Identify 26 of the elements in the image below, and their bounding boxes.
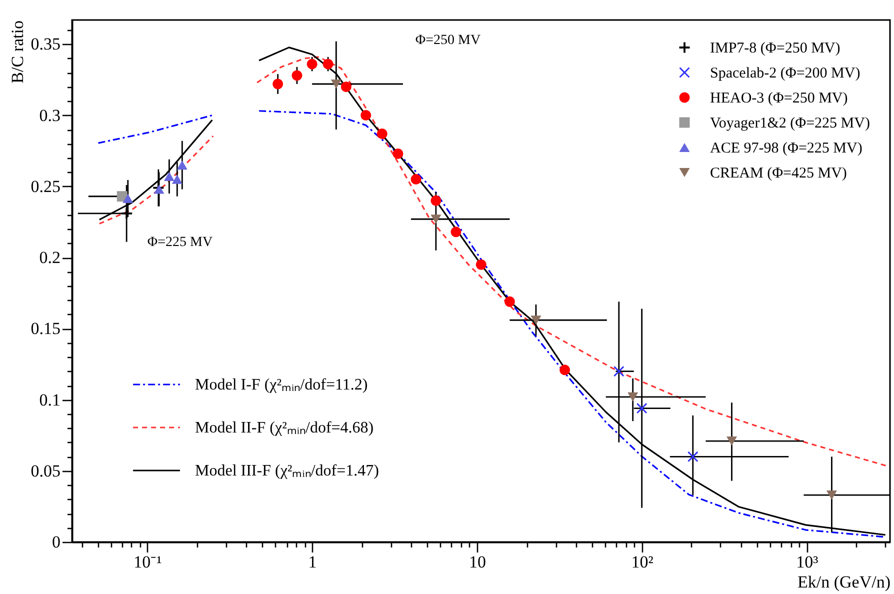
legend-label: Voyager1&2 (Φ=225 MV) <box>710 116 870 132</box>
y-tick-label: 0.05 <box>30 461 60 480</box>
y-tick-label: 0.25 <box>30 176 60 196</box>
legend-label: CREAM (Φ=425 MV) <box>710 166 847 182</box>
y-tick-label: 0.2 <box>39 248 60 268</box>
legend-label: ACE 97-98 (Φ=225 MV) <box>710 140 862 156</box>
x-tick-label: 1 <box>308 552 317 572</box>
y-tick-label: 0.35 <box>30 34 60 54</box>
x-tick-label: 10² <box>631 552 654 572</box>
x-axis-title: Ek/n (GeV/n) <box>797 572 890 592</box>
y-tick-label: 0.1 <box>39 390 60 410</box>
x-tick-label: 10³ <box>796 552 818 572</box>
y-tick-label: 0.3 <box>39 106 60 125</box>
y-axis-title: B/C ratio <box>8 20 27 84</box>
legend-label: Spacelab-2 (Φ=200 MV) <box>710 66 860 82</box>
annotation: Φ=250 MV <box>415 33 481 48</box>
x-tick-label: 10⁻¹ <box>134 552 162 572</box>
x-tick-label: 10 <box>468 552 486 572</box>
annotation: Φ=225 MV <box>147 235 213 250</box>
legend-label: HEAO-3 (Φ=250 MV) <box>710 90 848 106</box>
legend-label: Model I-F (χ²ₘᵢₙ/dof=11.2) <box>195 376 368 394</box>
y-tick-label: 0.15 <box>30 319 60 338</box>
y-tick-label: 0 <box>52 532 60 552</box>
legend-label: Model III-F (χ²ₘᵢₙ/dof=1.47) <box>195 462 379 480</box>
legend-label: Model II-F (χ²ₘᵢₙ/dof=4.68) <box>195 420 374 436</box>
legend-label: IMP7-8 (Φ=250 MV) <box>710 40 840 56</box>
